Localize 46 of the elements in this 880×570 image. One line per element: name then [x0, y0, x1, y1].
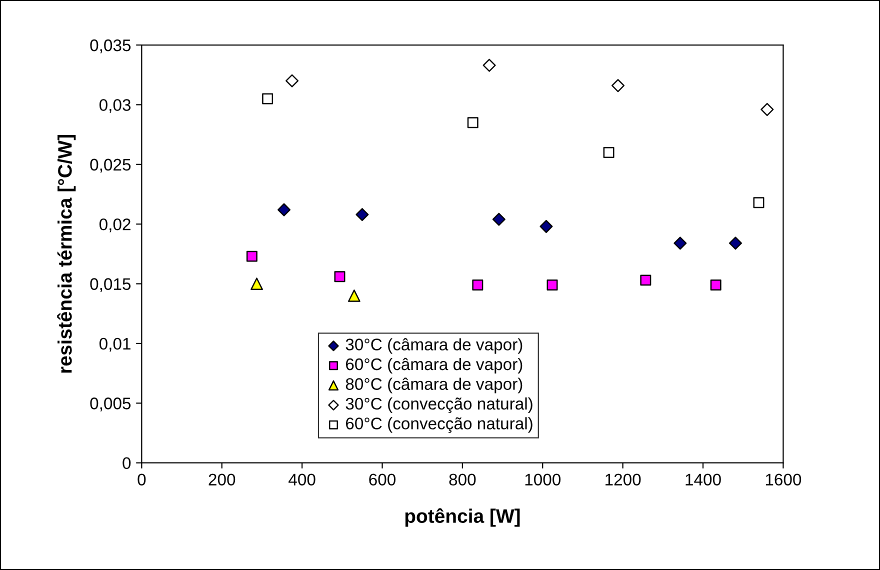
legend-label: 30°C (convecção natural) — [346, 397, 532, 414]
y-tick-label: 0,01 — [99, 338, 130, 352]
y-axis-title: resistência térmica [°C/W] — [57, 134, 76, 373]
point — [472, 279, 484, 290]
x-tick-label: 1400 — [686, 474, 721, 486]
x-tick-label: 1000 — [525, 474, 561, 486]
point — [546, 279, 558, 290]
y-tick-label: 0,015 — [90, 278, 131, 292]
point — [262, 93, 274, 104]
legend-label: 60°C (convecção natural) — [346, 417, 532, 433]
legend-label: 80°C (câmara de vapor) — [346, 378, 522, 394]
point — [640, 274, 652, 286]
x-tick-label: 200 — [208, 474, 236, 486]
point — [710, 279, 722, 290]
x-tick-label: 800 — [449, 474, 476, 486]
point — [348, 290, 360, 302]
y-tick-label: 0,03 — [99, 99, 131, 113]
point — [356, 208, 369, 222]
point — [250, 278, 263, 290]
legend-label: 60°C (câmara de vapor) — [346, 358, 522, 374]
point — [760, 102, 774, 116]
y-tick-label: 0,035 — [90, 39, 131, 54]
y-tick-label: 0,005 — [90, 398, 131, 412]
y-tick-label: 0,02 — [99, 218, 130, 232]
legend-label: 30°C (câmara de vapor) — [346, 338, 522, 354]
x-tick-label: 1200 — [606, 474, 641, 486]
point — [492, 212, 506, 226]
x-tick-label: 1600 — [766, 474, 802, 486]
point — [674, 236, 687, 250]
point — [286, 74, 299, 88]
point — [728, 236, 742, 250]
x-tick-label: 0 — [138, 474, 146, 486]
point — [334, 271, 346, 282]
y-tick-label: 0,025 — [90, 158, 131, 173]
point — [482, 58, 496, 72]
point — [540, 220, 553, 233]
point — [246, 250, 258, 262]
point — [467, 117, 478, 128]
point — [603, 146, 614, 158]
point — [278, 203, 291, 216]
y-tick-label: 0 — [122, 457, 131, 470]
point — [753, 197, 764, 208]
point — [611, 79, 625, 92]
x-tick-label: 400 — [288, 474, 316, 486]
x-axis-title: potência [W] — [405, 508, 520, 527]
x-tick-label: 600 — [369, 474, 396, 486]
